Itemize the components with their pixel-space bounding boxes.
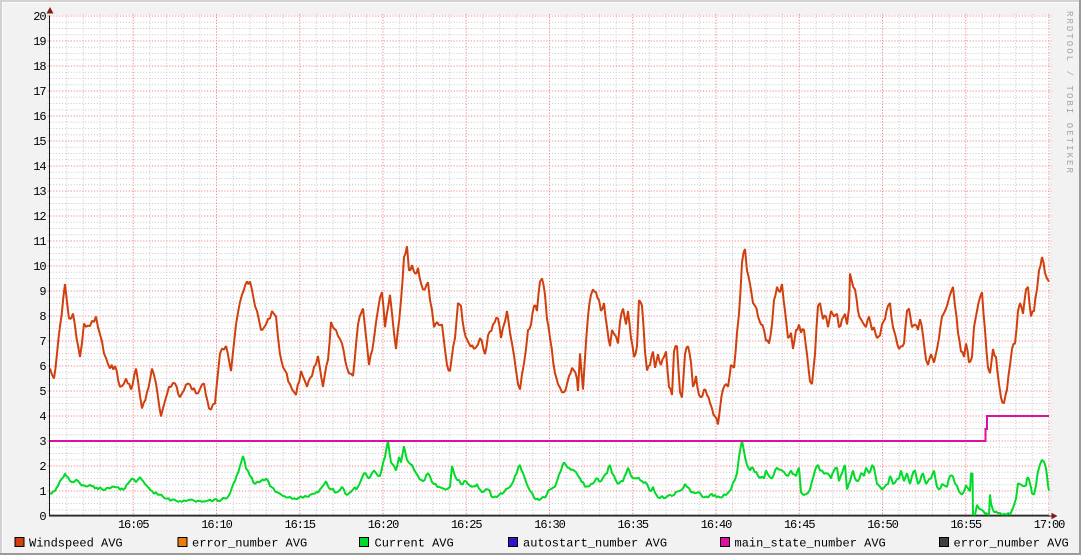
svg-text:15: 15 bbox=[33, 135, 46, 149]
svg-text:16:35: 16:35 bbox=[618, 518, 649, 532]
svg-text:5: 5 bbox=[39, 385, 46, 399]
svg-text:16:10: 16:10 bbox=[201, 518, 232, 532]
svg-text:1: 1 bbox=[39, 485, 46, 499]
svg-text:8: 8 bbox=[39, 310, 46, 324]
svg-text:16:30: 16:30 bbox=[534, 518, 565, 532]
svg-text:13: 13 bbox=[33, 185, 46, 199]
svg-text:error_number AVG: error_number AVG bbox=[192, 537, 307, 551]
svg-text:2: 2 bbox=[39, 460, 46, 474]
svg-text:main_state_number AVG: main_state_number AVG bbox=[735, 537, 886, 551]
svg-text:RRDTOOL / TOBI OETIKER: RRDTOOL / TOBI OETIKER bbox=[1064, 11, 1074, 175]
svg-text:11: 11 bbox=[33, 235, 46, 249]
svg-text:6: 6 bbox=[39, 360, 46, 374]
svg-text:16:50: 16:50 bbox=[867, 518, 898, 532]
svg-text:18: 18 bbox=[33, 60, 46, 74]
svg-text:3: 3 bbox=[39, 435, 46, 449]
svg-text:20: 20 bbox=[33, 10, 46, 24]
svg-text:16:20: 16:20 bbox=[368, 518, 399, 532]
svg-text:17: 17 bbox=[33, 85, 46, 99]
svg-text:0: 0 bbox=[39, 510, 46, 524]
svg-text:16:15: 16:15 bbox=[285, 518, 316, 532]
svg-text:17:00: 17:00 bbox=[1034, 518, 1065, 532]
svg-text:autostart_number AVG: autostart_number AVG bbox=[523, 537, 667, 551]
svg-text:16:25: 16:25 bbox=[451, 518, 482, 532]
svg-text:19: 19 bbox=[33, 35, 46, 49]
svg-text:9: 9 bbox=[39, 285, 46, 299]
svg-text:Current AVG: Current AVG bbox=[375, 537, 454, 551]
svg-text:7: 7 bbox=[39, 335, 46, 349]
svg-text:16:55: 16:55 bbox=[950, 518, 981, 532]
svg-text:error_number AVG: error_number AVG bbox=[954, 537, 1069, 551]
svg-text:16:05: 16:05 bbox=[118, 518, 149, 532]
svg-text:Windspeed AVG: Windspeed AVG bbox=[29, 537, 123, 551]
svg-text:16:40: 16:40 bbox=[701, 518, 732, 532]
svg-text:12: 12 bbox=[33, 210, 46, 224]
svg-text:14: 14 bbox=[33, 160, 46, 174]
svg-text:4: 4 bbox=[39, 410, 46, 424]
svg-text:10: 10 bbox=[33, 260, 46, 274]
svg-text:16: 16 bbox=[33, 110, 46, 124]
svg-text:16:45: 16:45 bbox=[784, 518, 815, 532]
